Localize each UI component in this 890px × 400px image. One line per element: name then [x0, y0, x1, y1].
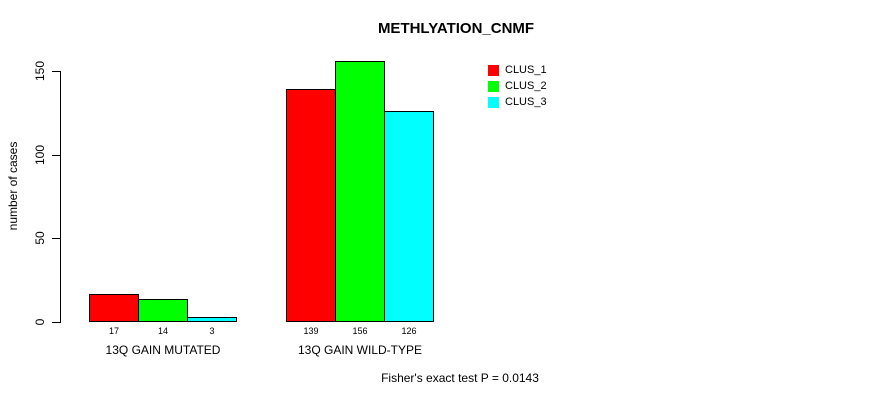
legend-item-clus_2: CLUS_2 — [488, 80, 547, 92]
y-axis-tick — [52, 71, 60, 72]
legend-swatch-clus_3 — [488, 96, 499, 108]
category-label-group1: 13Q GAIN MUTATED — [105, 343, 221, 357]
chart-bar-clus_3-group1 — [187, 317, 237, 322]
bar-value-label: 156 — [352, 326, 368, 336]
y-axis-tick-label: 150 — [33, 60, 47, 82]
legend-swatch-clus_2 — [488, 80, 499, 92]
legend: CLUS_1 CLUS_2 CLUS_3 — [488, 64, 547, 108]
chart-bar-clus_1-group2 — [286, 89, 336, 322]
y-axis-line — [60, 71, 61, 323]
bar-value-label: 14 — [157, 326, 169, 336]
y-axis-tick-label: 50 — [33, 231, 47, 246]
bar-value-label: 3 — [209, 326, 215, 336]
chart-bar-clus_2-group1 — [138, 299, 188, 322]
legend-item-clus_3: CLUS_3 — [488, 96, 547, 108]
legend-label: CLUS_2 — [505, 80, 547, 92]
category-label-group2: 13Q GAIN WILD-TYPE — [297, 343, 423, 357]
footnote-fishers-test: Fisher's exact test P = 0.0143 — [381, 371, 539, 385]
bar-value-label: 17 — [108, 326, 120, 336]
legend-label: CLUS_1 — [505, 64, 547, 76]
chart-bar-clus_1-group1 — [89, 294, 139, 322]
y-axis-tick-label: 100 — [33, 144, 47, 165]
y-axis-tick — [52, 154, 60, 156]
bar-value-label: 139 — [303, 326, 319, 336]
y-axis-tick-label: 0 — [33, 318, 47, 326]
chart-bar-clus_3-group2 — [384, 111, 434, 322]
legend-label: CLUS_3 — [505, 96, 547, 108]
chart-title: METHLYATION_CNMF — [377, 20, 535, 37]
y-axis-tick — [52, 238, 60, 240]
legend-swatch-clus_1 — [488, 64, 499, 76]
bar-value-label: 126 — [401, 326, 417, 336]
y-axis-title: number of cases — [6, 141, 20, 231]
legend-item-clus_1: CLUS_1 — [488, 64, 547, 76]
y-axis-tick — [52, 322, 60, 323]
chart-bar-clus_2-group2 — [335, 61, 385, 322]
